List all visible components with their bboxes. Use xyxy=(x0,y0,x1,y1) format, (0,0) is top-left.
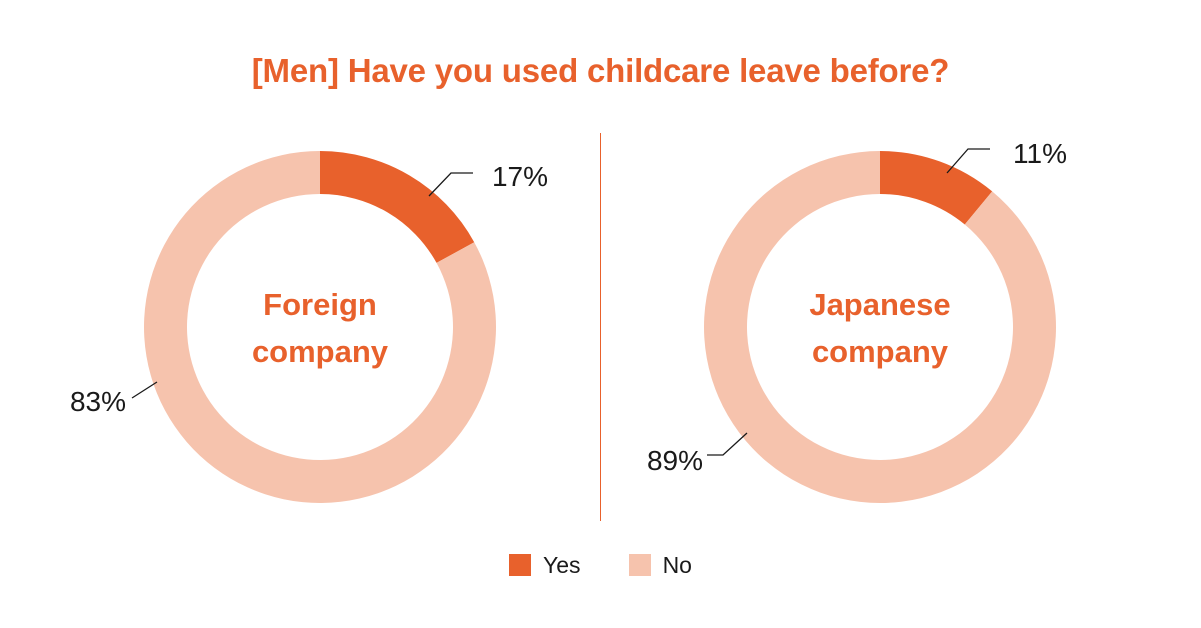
legend-swatch-yes xyxy=(509,554,532,576)
donut-slice-yes xyxy=(880,151,993,225)
donut-center-label: company xyxy=(252,334,389,369)
donut-center-label: Foreign xyxy=(263,287,377,322)
donut-slice-yes xyxy=(320,151,475,263)
data-label-yes: 11% xyxy=(1013,138,1067,169)
legend-item-no: No xyxy=(628,551,692,579)
data-label-no: 83% xyxy=(70,386,126,417)
legend: Yes No xyxy=(0,550,1201,580)
donut-chart-2: 11% 89% Japanese company xyxy=(647,138,1067,503)
legend-swatch-no xyxy=(628,554,651,576)
legend-label-yes: Yes xyxy=(543,551,581,578)
leader-line-yes xyxy=(428,172,473,197)
donut-center-label: company xyxy=(812,334,949,369)
legend-item-yes: Yes xyxy=(509,552,581,579)
data-label-no: 89% xyxy=(647,445,703,476)
donut-chart-1: 17% 83% Foreign company xyxy=(70,151,548,504)
leader-line-no xyxy=(707,432,748,456)
donut-center-label: Japanese xyxy=(809,287,950,322)
donut-slice-no xyxy=(704,151,1056,503)
chart-title: [Men] Have you used childcare leave befo… xyxy=(251,52,950,89)
data-label-yes: 17% xyxy=(492,161,548,192)
leader-line-no xyxy=(131,381,158,399)
leader-line-yes xyxy=(946,148,990,174)
legend-label-no: No xyxy=(662,551,692,578)
divider xyxy=(600,133,601,521)
